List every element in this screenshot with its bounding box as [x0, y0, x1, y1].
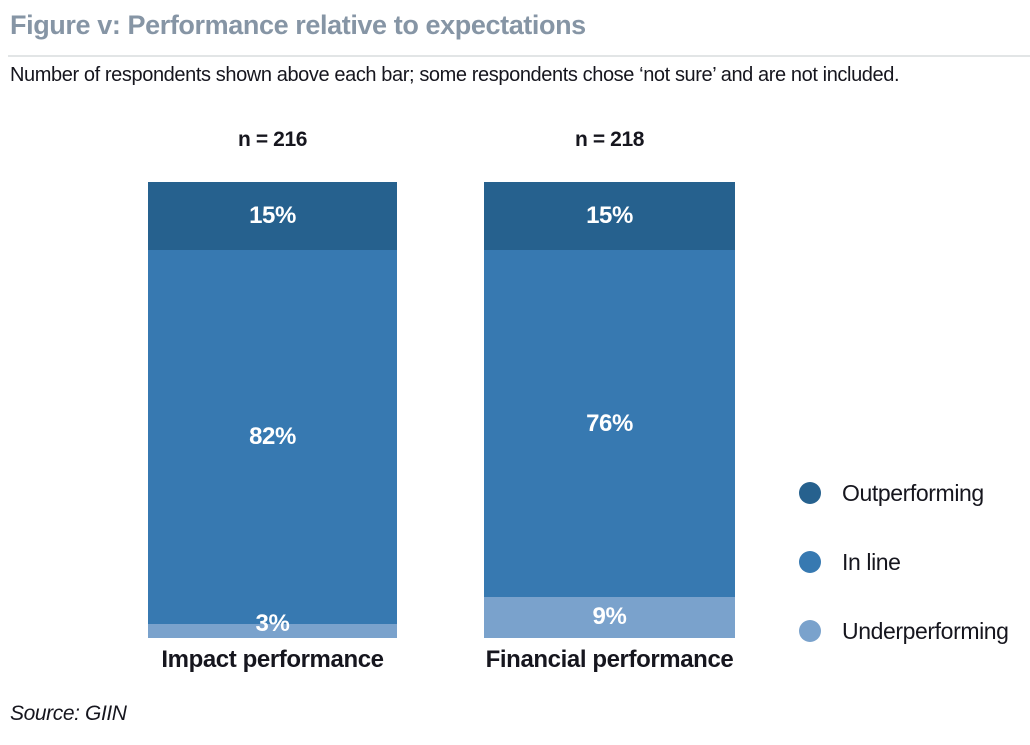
bar-value-label: 3%: [255, 609, 290, 637]
bar-impact-performance: 15% 82% 3%: [148, 182, 397, 638]
bar-group-impact: n = 216 15% 82% 3% Impact performance: [148, 128, 397, 678]
n-label-impact: n = 216: [238, 128, 307, 151]
bar-segment-outperforming: 15%: [148, 182, 397, 251]
bar-value-label: 15%: [249, 202, 296, 230]
category-label-impact: Impact performance: [161, 646, 384, 673]
figure-title: Figure v: Performance relative to expect…: [10, 10, 586, 40]
legend-item-in-line: In line: [799, 548, 1009, 576]
bar-segment-underperforming: 9%: [484, 596, 735, 638]
n-label-financial: n = 218: [575, 128, 644, 151]
legend-item-outperforming: Outperforming: [799, 479, 1009, 507]
legend-swatch-outperforming-icon: [799, 482, 821, 504]
legend-label-outperforming: Outperforming: [842, 479, 984, 506]
legend-label-underperforming: Underperforming: [842, 617, 1009, 644]
legend-label-in-line: In line: [842, 548, 901, 575]
figure-note: Number of respondents shown above each b…: [10, 64, 900, 86]
bar-segment-in-line: 76%: [484, 250, 735, 597]
bar-segment-outperforming: 15%: [484, 182, 735, 251]
source-note: Source: GIIN: [10, 702, 127, 725]
bar-value-label: 15%: [586, 202, 633, 230]
bar-value-label: 76%: [586, 409, 633, 437]
legend-swatch-underperforming-icon: [799, 620, 821, 642]
bar-value-label: 9%: [592, 603, 627, 631]
bar-value-label: 82%: [249, 423, 296, 451]
bar-financial-performance: 15% 76% 9%: [484, 182, 735, 638]
title-divider: [8, 55, 1030, 57]
bar-group-financial: n = 218 15% 76% 9% Financial performance: [484, 128, 735, 678]
bar-segment-in-line: 82%: [148, 250, 397, 625]
legend-item-underperforming: Underperforming: [799, 617, 1009, 645]
legend: Outperforming In line Underperforming: [799, 479, 1009, 645]
legend-swatch-in-line-icon: [799, 551, 821, 573]
bar-segment-underperforming: 3%: [148, 611, 397, 638]
category-label-financial: Financial performance: [485, 646, 734, 673]
